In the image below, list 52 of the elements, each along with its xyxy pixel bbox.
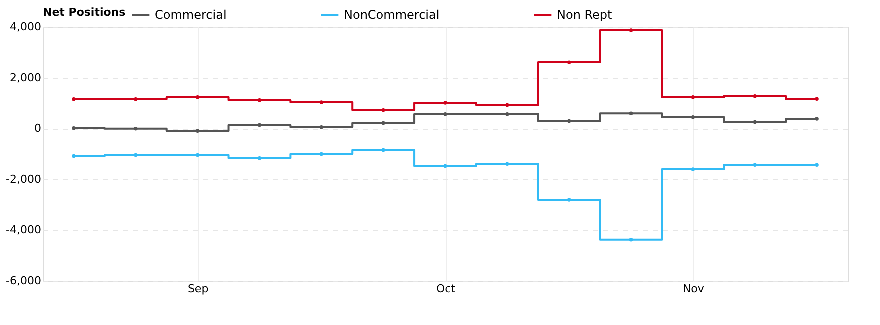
point bbox=[753, 94, 757, 98]
y-tick-label: 4,000 bbox=[10, 20, 42, 34]
legend-label: NonCommercial bbox=[344, 8, 440, 22]
point bbox=[567, 60, 572, 64]
point bbox=[196, 95, 200, 100]
point bbox=[320, 100, 324, 104]
legend-label: Commercial bbox=[155, 8, 227, 22]
point bbox=[567, 119, 572, 124]
point bbox=[567, 198, 572, 202]
point bbox=[320, 125, 324, 130]
point bbox=[444, 164, 448, 168]
point bbox=[258, 123, 262, 128]
point bbox=[134, 153, 138, 158]
y-tick-label: -6,000 bbox=[6, 274, 42, 288]
point bbox=[753, 163, 757, 168]
point bbox=[815, 97, 819, 102]
x-tick-label: Sep bbox=[188, 282, 209, 296]
point bbox=[815, 117, 819, 121]
point bbox=[258, 156, 262, 160]
point bbox=[382, 108, 386, 112]
point bbox=[691, 168, 696, 172]
point bbox=[815, 163, 819, 168]
point bbox=[72, 126, 76, 130]
point bbox=[382, 121, 386, 126]
legend-label: Non Rept bbox=[557, 8, 613, 22]
point bbox=[629, 112, 634, 116]
point bbox=[72, 98, 76, 102]
point bbox=[382, 148, 386, 152]
point bbox=[320, 152, 324, 156]
y-tick-label: -2,000 bbox=[6, 172, 42, 186]
y-tick-label: -4,000 bbox=[6, 224, 42, 237]
point bbox=[506, 112, 510, 116]
x-tick-label: Nov bbox=[682, 282, 705, 296]
point bbox=[629, 28, 634, 32]
point bbox=[506, 103, 510, 108]
y-tick-label: 2,000 bbox=[10, 71, 42, 84]
point bbox=[444, 112, 448, 116]
point bbox=[72, 154, 76, 158]
point bbox=[753, 120, 757, 124]
point bbox=[196, 129, 200, 134]
y-tick-label: 0 bbox=[34, 122, 42, 136]
point bbox=[691, 95, 696, 100]
point bbox=[629, 238, 634, 242]
point bbox=[196, 153, 200, 158]
point bbox=[444, 101, 448, 105]
point bbox=[134, 126, 138, 131]
legend-title: Net Positions bbox=[43, 6, 126, 19]
x-tick-label: Oct bbox=[436, 282, 456, 296]
point bbox=[691, 116, 696, 120]
point bbox=[134, 98, 138, 102]
point bbox=[258, 98, 262, 102]
point bbox=[506, 162, 510, 166]
